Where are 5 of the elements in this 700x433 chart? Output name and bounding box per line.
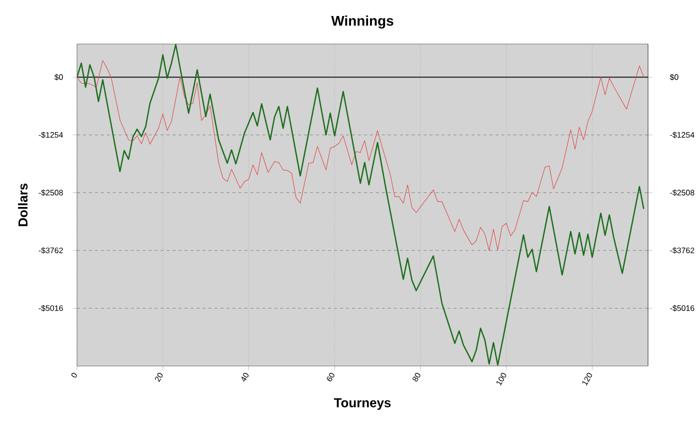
line-series [77,60,644,251]
chart-title: Winnings [331,16,394,29]
x-axis-title: Tourneys [334,398,391,410]
line-series [77,44,644,366]
y-axis-title: Dollars [18,184,28,226]
